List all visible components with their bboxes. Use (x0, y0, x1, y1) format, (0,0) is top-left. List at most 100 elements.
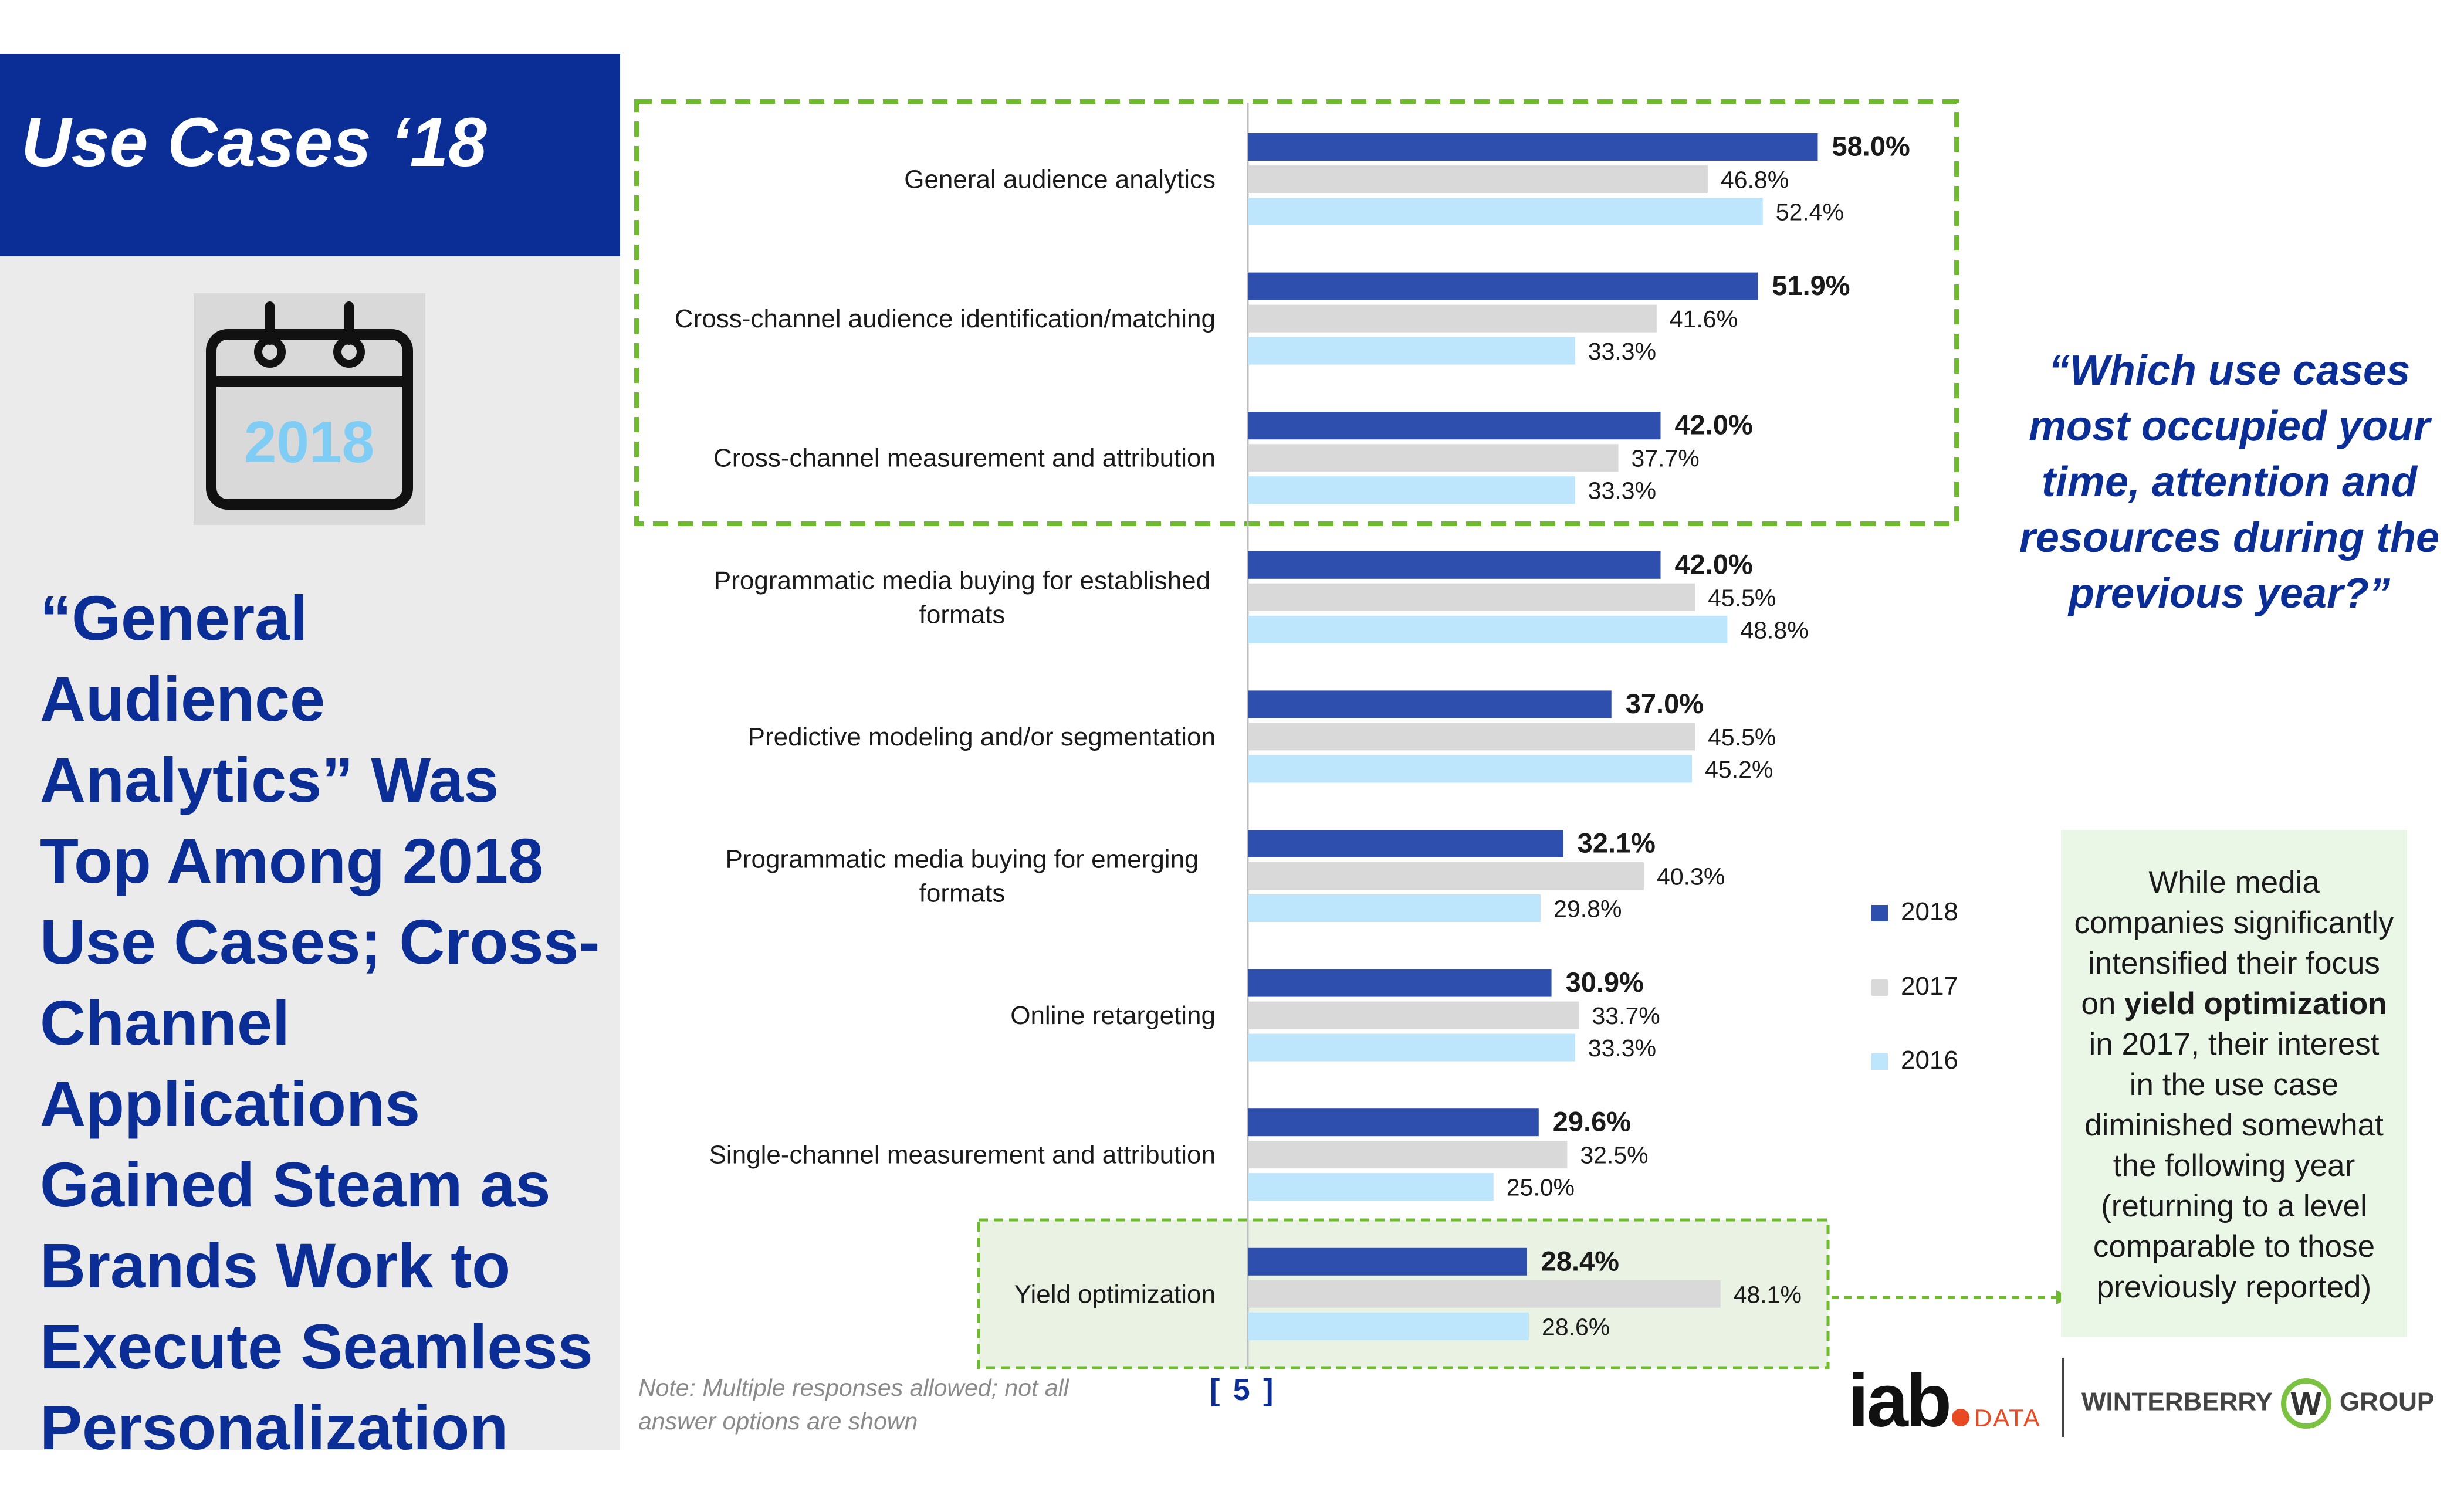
legend-swatch-2017 (1871, 979, 1888, 996)
data-label-2018-general-audience-analytics: 58.0% (1832, 131, 1910, 162)
bar-2016-yield-optimization (1248, 1312, 1529, 1340)
data-label-2017-cross-channel-measurement-and-attribution: 37.7% (1631, 445, 1699, 472)
group-text: GROUP (2339, 1387, 2435, 1416)
data-label-2018-single-channel-measurement-and-attribution: 29.6% (1553, 1106, 1631, 1137)
data-label-2017-single-channel-measurement-and-attribution: 32.5% (1580, 1142, 1648, 1169)
legend-item-2017: 2017 (1871, 972, 1958, 1001)
bar-2017-yield-optimization (1248, 1280, 1721, 1308)
data-label-2016-programmatic-media-buying-for-emerging-formats: 29.8% (1553, 896, 1622, 923)
bar-2017-programmatic-media-buying-for-established-formats (1248, 583, 1695, 611)
data-label-2018-programmatic-media-buying-for-emerging-formats: 32.1% (1578, 828, 1656, 859)
category-label-cross-channel-audience-identification-matching: Cross-channel audience identification/ma… (675, 304, 1216, 333)
category-label-programmatic-media-buying-for-emerging-formats: formats (919, 879, 1006, 908)
bar-2018-single-channel-measurement-and-attribution (1248, 1108, 1539, 1137)
category-label-programmatic-media-buying-for-established-formats: Programmatic media buying for establishe… (714, 566, 1210, 595)
bar-2017-general-audience-analytics (1248, 165, 1708, 193)
iab-dot-icon (1951, 1409, 1969, 1426)
data-label-2016-cross-channel-audience-identification-matching: 33.3% (1588, 338, 1656, 365)
bar-2017-programmatic-media-buying-for-emerging-formats (1248, 862, 1644, 890)
data-label-2016-single-channel-measurement-and-attribution: 25.0% (1507, 1174, 1575, 1201)
legend-label-2016: 2016 (1901, 1046, 1958, 1074)
bar-2018-programmatic-media-buying-for-established-formats (1248, 551, 1661, 579)
top-three-highlight-box (634, 99, 1959, 526)
winterberry-group-logo: WINTERBERRY W GROUP (2081, 1378, 2434, 1429)
data-label-2016-cross-channel-measurement-and-attribution: 33.3% (1588, 477, 1656, 504)
logo-divider (2062, 1358, 2064, 1437)
category-label-general-audience-analytics: General audience analytics (904, 165, 1216, 194)
legend-item-2018: 2018 (1871, 897, 1958, 927)
calendar-graphic: 2018 (206, 301, 413, 510)
bar-2017-cross-channel-audience-identification-matching (1248, 304, 1657, 333)
bar-2016-programmatic-media-buying-for-established-formats (1248, 615, 1728, 643)
left-panel (0, 54, 620, 1450)
iab-logo-text: iab (1848, 1359, 1952, 1443)
legend-item-2016: 2016 (1871, 1046, 1958, 1075)
data-label-2016-yield-optimization: 28.6% (1542, 1313, 1610, 1340)
chart-marks: General audience analytics 58.0% 46.8% 52.4… (675, 131, 1910, 1341)
bar-2016-programmatic-media-buying-for-emerging-formats (1248, 894, 1541, 922)
data-label-2018-cross-channel-measurement-and-attribution: 42.0% (1675, 409, 1753, 440)
bar-2017-cross-channel-measurement-and-attribution (1248, 444, 1619, 472)
data-label-2017-cross-channel-audience-identification-matching: 41.6% (1670, 306, 1738, 333)
iab-data-logo: iab DATA (1848, 1358, 2041, 1444)
bar-2016-online-retargeting (1248, 1033, 1575, 1062)
data-label-2016-predictive-modeling-and-or-segmentation: 45.2% (1705, 756, 1773, 783)
bar-2017-predictive-modeling-and-or-segmentation (1248, 723, 1695, 751)
bar-2018-predictive-modeling-and-or-segmentation (1248, 690, 1612, 718)
category-label-programmatic-media-buying-for-established-formats: formats (919, 600, 1006, 629)
category-label-cross-channel-measurement-and-attribution: Cross-channel measurement and attributio… (713, 444, 1216, 473)
yield-callout-box: While media companies significantly inte… (2061, 830, 2407, 1337)
legend-label-2018: 2018 (1901, 897, 1958, 926)
winterberry-w-icon: W (2280, 1378, 2331, 1429)
data-label-2018-yield-optimization: 28.4% (1541, 1245, 1619, 1276)
data-label-2018-online-retargeting: 30.9% (1566, 967, 1644, 998)
data-label-2017-predictive-modeling-and-or-segmentation: 45.5% (1708, 724, 1776, 751)
callout-text-pre: While media companies significantly inte… (2074, 865, 2394, 1021)
bar-2016-cross-channel-measurement-and-attribution (1248, 476, 1575, 504)
title-bar (0, 54, 620, 256)
data-label-2017-programmatic-media-buying-for-emerging-formats: 40.3% (1657, 863, 1725, 890)
data-label-2017-yield-optimization: 48.1% (1734, 1281, 1802, 1308)
category-label-online-retargeting: Online retargeting (1010, 1001, 1216, 1030)
calendar-icon: 2018 (194, 293, 425, 525)
bar-2016-general-audience-analytics (1248, 198, 1763, 225)
bar-2016-cross-channel-audience-identification-matching (1248, 337, 1575, 365)
calendar-year: 2018 (244, 409, 374, 475)
callout-text-post: in 2017, their interest in the use case … (2084, 1027, 2384, 1304)
page-title: Use Cases ‘18 (21, 104, 487, 181)
bar-2018-general-audience-analytics (1248, 133, 1818, 161)
data-label-2016-general-audience-analytics: 52.4% (1776, 199, 1844, 226)
bar-2017-single-channel-measurement-and-attribution (1248, 1141, 1568, 1169)
legend-label-2017: 2017 (1901, 972, 1958, 1001)
legend-swatch-2016 (1871, 1053, 1888, 1070)
survey-question: “Which use cases most occupied your time… (2019, 347, 2440, 617)
data-label-2018-programmatic-media-buying-for-established-formats: 42.0% (1675, 548, 1753, 579)
data-label-2017-online-retargeting: 33.7% (1592, 1002, 1660, 1029)
bar-2016-single-channel-measurement-and-attribution (1248, 1173, 1494, 1201)
headline: “General Audience Analytics” Was Top Amo… (40, 582, 600, 1463)
data-label-2018-predictive-modeling-and-or-segmentation: 37.0% (1626, 688, 1704, 719)
footnote: Note: Multiple responses allowed; not al… (638, 1374, 1069, 1435)
data-label-2016-online-retargeting: 33.3% (1588, 1035, 1656, 1062)
winterberry-text: WINTERBERRY (2081, 1387, 2273, 1416)
bar-2018-programmatic-media-buying-for-emerging-formats (1248, 830, 1563, 857)
category-label-yield-optimization: Yield optimization (1014, 1280, 1216, 1308)
page-number: [ 5 ] (1210, 1373, 1276, 1407)
bar-2018-yield-optimization (1248, 1247, 1527, 1276)
bar-2018-cross-channel-measurement-and-attribution (1248, 412, 1661, 440)
bar-2016-predictive-modeling-and-or-segmentation (1248, 755, 1693, 783)
data-label-2018-cross-channel-audience-identification-matching: 51.9% (1772, 270, 1850, 301)
iab-logo-sub: DATA (1974, 1404, 2041, 1432)
data-label-2017-programmatic-media-buying-for-established-formats: 45.5% (1708, 584, 1776, 611)
data-label-2017-general-audience-analytics: 46.8% (1721, 167, 1789, 194)
legend-swatch-2018 (1871, 905, 1888, 922)
bar-2018-cross-channel-audience-identification-matching (1248, 272, 1758, 300)
category-label-programmatic-media-buying-for-emerging-formats: Programmatic media buying for emerging (725, 845, 1199, 874)
category-label-predictive-modeling-and-or-segmentation: Predictive modeling and/or segmentation (748, 723, 1216, 751)
data-label-2016-programmatic-media-buying-for-established-formats: 48.8% (1740, 616, 1808, 643)
bar-2018-online-retargeting (1248, 969, 1552, 997)
category-label-single-channel-measurement-and-attribution: Single-channel measurement and attributi… (709, 1141, 1216, 1169)
callout-text-bold: yield optimization (2124, 987, 2387, 1021)
bar-2017-online-retargeting (1248, 1001, 1579, 1029)
